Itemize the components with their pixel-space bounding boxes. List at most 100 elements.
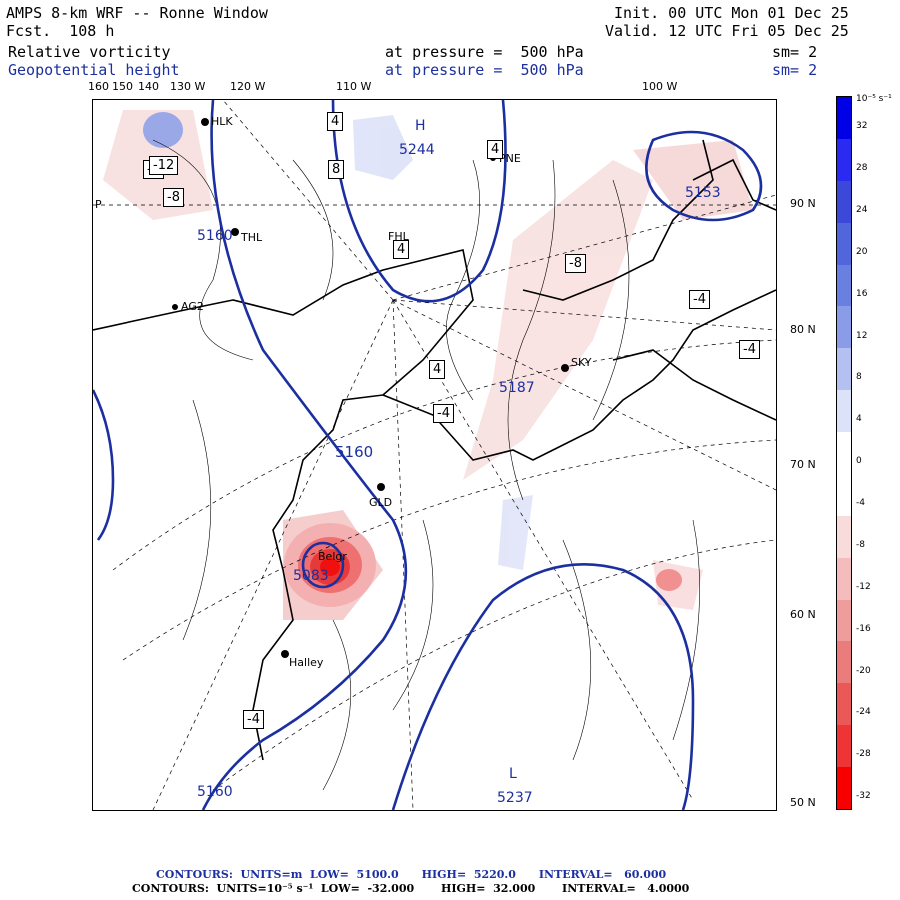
field1-pressure: at pressure = 500 hPa — [385, 43, 584, 61]
colorbar-cell — [837, 180, 851, 224]
height-label-5083: 5083 — [293, 568, 329, 584]
colorbar-tick-label: -20 — [856, 665, 871, 676]
colorbar-cell — [837, 306, 851, 349]
colorbar-tick-label: -8 — [856, 539, 865, 550]
colorbar-cell — [837, 348, 851, 391]
colorbar-tick-label: 8 — [856, 372, 862, 383]
colorbar — [836, 96, 852, 810]
station-ag2: AG2 — [181, 300, 204, 313]
colorbar-cell — [837, 725, 851, 768]
map-canvas — [93, 100, 776, 810]
height-label-5244: 5244 — [399, 142, 435, 158]
lon-label-100: 100 W — [642, 80, 678, 93]
height-label-5187: 5187 — [499, 380, 535, 396]
colorbar-tick-label: -16 — [856, 623, 871, 634]
colorbar-tick-label: -32 — [856, 791, 871, 802]
vorticity-contours — [152, 139, 700, 791]
colorbar-tick-label: 12 — [856, 330, 868, 341]
field1-name: Relative vorticity — [8, 43, 171, 61]
vorticity-label: -4 — [739, 340, 760, 359]
colorbar-cell — [837, 683, 851, 726]
colorbar-tick-label: -28 — [856, 749, 871, 760]
lon-label-160: 160 — [88, 80, 109, 93]
vorticity-label: -4 — [433, 404, 454, 423]
low-marker: L — [509, 766, 517, 782]
footer-height-contours: CONTOURS: UNITS=m LOW= 5100.0 HIGH= 5220… — [156, 868, 667, 881]
vorticity-low-center — [143, 112, 682, 607]
lat-label-90: 90 N — [790, 197, 816, 210]
lon-label-120: 120 W — [230, 80, 266, 93]
height-label-5237: 5237 — [497, 790, 533, 806]
vorticity-label: 8 — [328, 160, 345, 179]
height-label-5160-thl: 5160 — [197, 228, 233, 244]
high-marker: H — [415, 118, 426, 134]
vorticity-label: -12 — [149, 156, 179, 175]
station-pne: PNE — [499, 152, 521, 165]
station-fhl: FHL — [388, 230, 409, 243]
station-hlk: HLK — [211, 115, 233, 128]
lat-label-50: 50 N — [790, 796, 816, 809]
colorbar-cell — [837, 641, 851, 684]
colorbar-cell — [837, 599, 851, 642]
station-markers — [172, 118, 569, 658]
colorbar-tick-label: 28 — [856, 163, 868, 173]
colorbar-cell — [837, 515, 851, 559]
station-p: P — [95, 198, 102, 211]
colorbar-tick-label: 16 — [856, 288, 868, 299]
lat-label-60: 60 N — [790, 608, 816, 621]
forecast-hour: Fcst. 108 h — [6, 22, 115, 40]
colorbar-tick-label: 0 — [856, 456, 862, 467]
station-sky: SKY — [571, 356, 592, 369]
model-title: AMPS 8-km WRF -- Ronne Window — [6, 4, 268, 22]
height-label-5160-center: 5160 — [335, 443, 374, 461]
colorbar-tick-label: 24 — [856, 204, 868, 215]
graticule — [93, 100, 776, 810]
colorbar-cell — [837, 767, 851, 810]
vorticity-label: 4 — [393, 240, 410, 259]
field2-name: Geopotential height — [8, 61, 180, 79]
lon-label-130: 130 W — [170, 80, 206, 93]
geopotential-contours — [93, 100, 763, 810]
colorbar-cell — [837, 473, 851, 517]
colorbar-cell — [837, 432, 851, 475]
height-label-5160-bottom: 5160 — [197, 784, 233, 800]
vorticity-label: -8 — [163, 188, 184, 207]
vorticity-label: 4 — [429, 360, 446, 379]
coastline — [93, 139, 776, 761]
colorbar-tick-label: -12 — [856, 581, 871, 592]
colorbar-tick-label: -4 — [856, 498, 865, 509]
field2-pressure: at pressure = 500 hPa — [385, 61, 584, 79]
footer-vorticity-contours: CONTOURS: UNITS=10⁻⁵ s⁻¹ LOW= -32.000 HI… — [132, 882, 690, 895]
colorbar-cell — [837, 222, 851, 266]
lon-label-150: 150 — [112, 80, 133, 93]
colorbar-tick-label: 4 — [856, 414, 862, 425]
station-halley: Halley — [289, 656, 324, 669]
station-gld: GLD — [369, 496, 393, 509]
field2-smoothing: sm= 2 — [772, 61, 818, 79]
vorticity-label: -4 — [243, 710, 264, 729]
colorbar-cell — [837, 390, 851, 433]
field1-smoothing: sm= 2 — [772, 43, 818, 61]
vorticity-shading — [103, 110, 753, 620]
vorticity-label: -8 — [565, 254, 586, 273]
vorticity-label: -4 — [689, 290, 710, 309]
colorbar-unit: 10⁻⁵ s⁻¹ — [856, 94, 892, 104]
map-panel[interactable]: HLK PNE THL FHL AG2 SKY GLD Belgr Halley… — [92, 99, 777, 811]
lon-label-140: 140 — [138, 80, 159, 93]
lat-label-80: 80 N — [790, 323, 816, 336]
station-belgrano: Belgr — [318, 550, 347, 563]
height-label-5153: 5153 — [685, 185, 721, 201]
colorbar-cell — [837, 264, 851, 307]
colorbar-tick-label: 20 — [856, 246, 868, 257]
vorticity-label: 4 — [327, 112, 344, 131]
colorbar-cell — [837, 557, 851, 601]
init-time: Init. 00 UTC Mon 01 Dec 25 — [614, 4, 849, 22]
lat-label-70: 70 N — [790, 458, 816, 471]
valid-time: Valid. 12 UTC Fri 05 Dec 25 — [605, 22, 849, 40]
colorbar-cell — [837, 138, 851, 182]
vorticity-label: 4 — [487, 140, 504, 159]
lon-label-110: 110 W — [336, 80, 372, 93]
colorbar-cell — [837, 97, 851, 140]
colorbar-tick-label: 32 — [856, 121, 868, 132]
colorbar-tick-label: -24 — [856, 707, 871, 718]
